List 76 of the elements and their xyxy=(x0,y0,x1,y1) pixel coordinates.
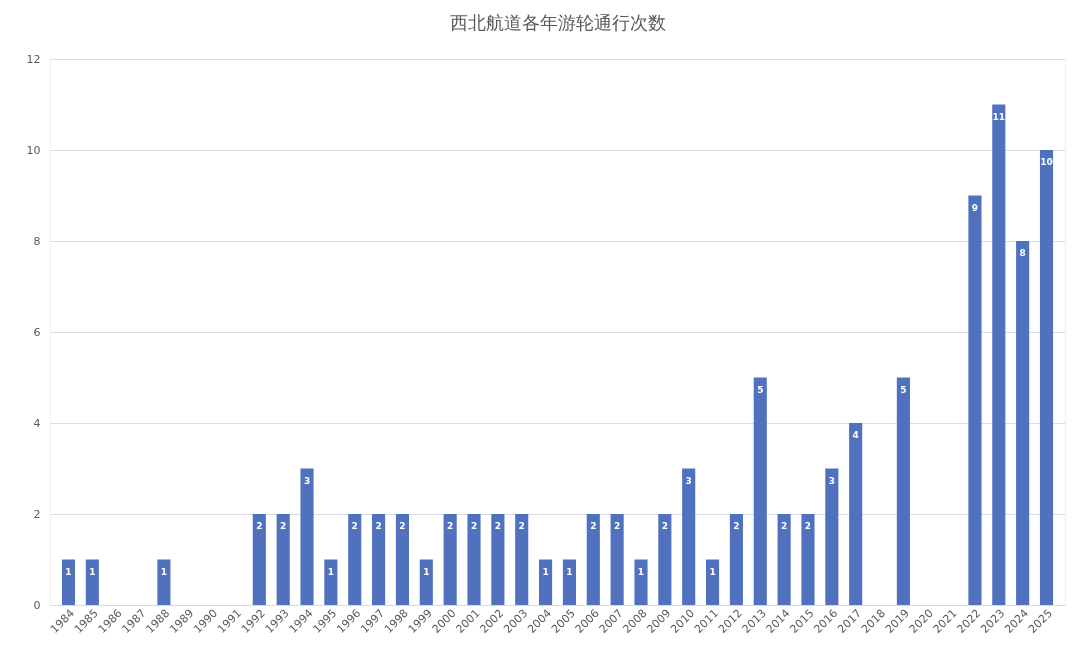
data-label: 2 xyxy=(661,521,668,531)
bar xyxy=(992,104,1006,605)
y-tick-label: 4 xyxy=(33,416,41,430)
data-label: 2 xyxy=(399,521,406,531)
data-label: 1 xyxy=(65,566,72,577)
data-label: 2 xyxy=(351,521,358,531)
bar xyxy=(324,559,338,605)
bar xyxy=(825,468,839,605)
y-tick-label: 6 xyxy=(33,325,41,339)
data-label: 1 xyxy=(89,566,96,577)
data-label: 10 xyxy=(1040,157,1053,167)
data-label: 1 xyxy=(542,566,549,577)
bar xyxy=(753,377,767,605)
data-label: 3 xyxy=(303,475,311,486)
data-label: 4 xyxy=(852,430,859,440)
data-label: 2 xyxy=(780,521,788,531)
bar xyxy=(777,514,791,605)
data-label: 2 xyxy=(614,521,621,531)
data-label: 8 xyxy=(1019,248,1026,258)
data-label: 2 xyxy=(494,521,501,531)
data-label: 11 xyxy=(992,111,1006,122)
bar xyxy=(515,514,529,605)
bar xyxy=(682,468,696,605)
bar xyxy=(539,559,553,605)
data-label: 5 xyxy=(900,384,907,395)
bar xyxy=(443,514,457,605)
data-label: 1 xyxy=(637,566,645,577)
data-label: 1 xyxy=(327,566,335,577)
bar xyxy=(729,514,743,605)
data-label: 2 xyxy=(280,521,287,531)
y-tick-label: 8 xyxy=(33,234,41,248)
bar xyxy=(610,514,624,605)
y-tick-label: 10 xyxy=(26,143,41,157)
data-label: 1 xyxy=(709,566,716,577)
data-label: 2 xyxy=(256,521,263,531)
bar xyxy=(252,514,266,605)
bar xyxy=(85,559,99,605)
data-label: 9 xyxy=(971,202,979,213)
bar xyxy=(586,514,600,605)
bar xyxy=(658,514,672,605)
bar xyxy=(419,559,433,605)
data-label: 3 xyxy=(828,475,835,486)
bar xyxy=(372,514,386,605)
bar xyxy=(157,559,171,605)
bar xyxy=(348,514,362,605)
bar xyxy=(1016,241,1030,605)
data-label: 2 xyxy=(470,521,478,531)
data-label: 2 xyxy=(375,521,382,531)
bar xyxy=(801,514,815,605)
chart-title: 西北航道各年游轮通行次数 xyxy=(449,12,666,33)
data-label: 2 xyxy=(590,521,597,531)
bar xyxy=(634,559,648,605)
bar xyxy=(395,514,410,605)
data-label: 3 xyxy=(685,475,692,486)
bar xyxy=(491,514,505,605)
y-tick-label: 12 xyxy=(26,52,41,66)
bar xyxy=(276,514,290,605)
data-label: 5 xyxy=(757,384,764,395)
bar xyxy=(849,423,863,605)
bar xyxy=(467,514,481,605)
y-tick-label: 2 xyxy=(33,507,41,521)
bar xyxy=(61,559,76,605)
y-tick-label: 0 xyxy=(33,598,41,612)
data-label: 2 xyxy=(804,521,812,531)
bar xyxy=(968,195,982,605)
data-label: 1 xyxy=(160,566,168,577)
data-label: 2 xyxy=(733,521,740,531)
data-label: 2 xyxy=(447,521,454,531)
bar xyxy=(896,377,910,605)
bar xyxy=(1039,150,1054,605)
bar xyxy=(300,468,314,605)
data-label: 1 xyxy=(566,566,573,577)
bar xyxy=(705,559,720,605)
data-label: 1 xyxy=(423,566,430,577)
bar xyxy=(562,559,576,605)
data-label: 2 xyxy=(518,521,525,531)
